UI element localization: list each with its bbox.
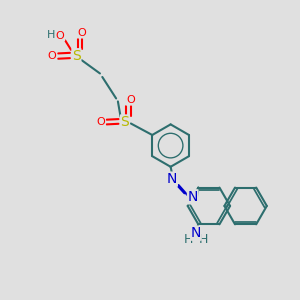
Text: O: O (126, 95, 135, 105)
Text: S: S (121, 115, 129, 129)
Text: O: O (56, 31, 64, 41)
Text: H: H (198, 233, 208, 246)
Text: O: O (48, 51, 57, 62)
Text: N: N (167, 172, 177, 186)
Text: N: N (191, 226, 201, 240)
Text: H: H (184, 233, 193, 246)
Text: H: H (47, 30, 56, 40)
Text: O: O (97, 117, 105, 127)
Text: S: S (72, 49, 81, 63)
Text: O: O (77, 28, 86, 38)
Text: N: N (188, 190, 198, 204)
